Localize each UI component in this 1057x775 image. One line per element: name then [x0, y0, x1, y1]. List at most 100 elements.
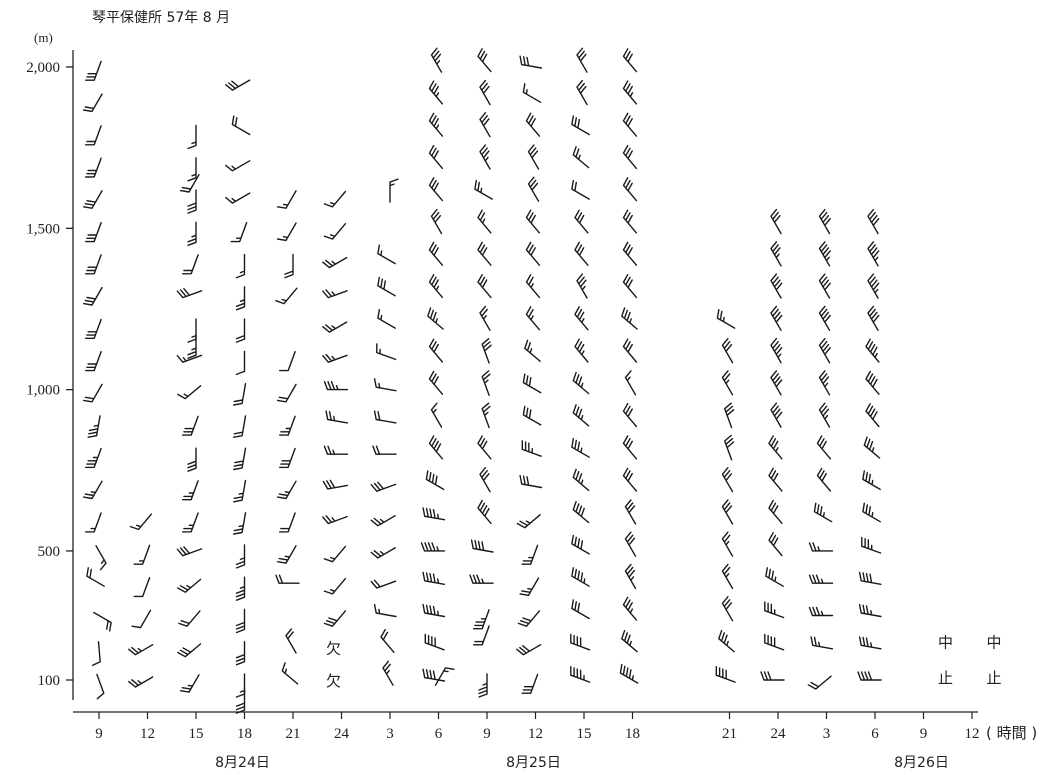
wind-barb-4-1 — [285, 628, 297, 654]
wind-barb-10-13 — [574, 241, 589, 266]
wind-barb-6-10 — [376, 343, 397, 361]
wind-barb-10-6 — [572, 468, 590, 491]
wind-barb-3-6 — [233, 512, 247, 535]
wind-barb-12-0 — [715, 666, 736, 683]
wind-barb-4-3 — [276, 545, 297, 564]
wind-barb-8-7 — [477, 435, 492, 460]
wind-barb-11-11 — [621, 307, 638, 330]
wind-barb-2-1 — [177, 643, 202, 658]
wind-barb-4-9 — [279, 351, 296, 372]
date-label-0: 8月24日 — [215, 755, 270, 771]
wind-barb-2-17 — [179, 174, 200, 193]
wind-barb-7-0 — [422, 668, 446, 682]
wind-barb-7-1 — [424, 633, 445, 651]
y-tick-label-2: 1,000 — [26, 383, 60, 399]
wind-barb-4-11 — [284, 253, 294, 279]
wind-barb-3-7 — [233, 479, 247, 503]
wind-barb-8-8 — [481, 402, 491, 429]
wind-barb-0-12 — [82, 286, 103, 306]
wind-barb-1-2 — [131, 609, 152, 629]
wind-barb-7-14 — [430, 208, 443, 235]
wind-barb-12-9 — [721, 370, 734, 396]
date-label-2: 8月26日 — [894, 755, 949, 771]
wind-barb-2-6 — [182, 480, 199, 501]
wind-barb-11-13 — [622, 241, 638, 266]
wind-barb-15-3 — [858, 571, 882, 585]
annotation-4: 中 — [986, 633, 1001, 651]
wind-barb-8-2 — [473, 609, 490, 630]
wind-barb-10-0 — [570, 666, 591, 683]
wind-barb-4-10 — [275, 287, 298, 305]
wind-barb-7-18 — [428, 80, 444, 105]
wind-barb-2-9 — [177, 385, 202, 400]
wind-barb-7-11 — [427, 307, 444, 330]
wind-barb-9-8 — [522, 405, 542, 426]
wind-barb-11-2 — [622, 596, 638, 621]
wind-barb-5-13 — [323, 190, 347, 208]
wind-barb-3-12 — [235, 318, 246, 343]
wind-barb-12-11 — [716, 309, 736, 329]
wind-barb-7-3 — [422, 571, 446, 585]
wind-barb-11-1 — [621, 630, 638, 653]
wind-barb-15-6 — [862, 470, 881, 491]
wind-barb-6-11 — [377, 309, 396, 329]
wind-barb-7-8 — [430, 402, 443, 428]
wind-barb-0-15 — [82, 190, 103, 209]
wind-barb-0-18 — [82, 93, 103, 113]
wind-barb-14-10 — [818, 337, 831, 364]
wind-barb-12-10 — [721, 337, 734, 364]
y-tick-label-3: 1,500 — [26, 221, 60, 237]
wind-barb-1-1 — [128, 644, 154, 656]
wind-barb-5-7 — [323, 380, 349, 391]
wind-barb-4-2 — [275, 574, 300, 584]
wind-barb-2-18 — [187, 157, 197, 182]
wind-barb-2-12 — [187, 318, 197, 343]
wind-barb-10-5 — [572, 500, 590, 524]
wind-barb-10-7 — [571, 438, 590, 458]
wind-barb-7-4 — [420, 542, 446, 552]
wind-barb-10-19 — [576, 47, 588, 73]
wind-barb-15-13 — [867, 241, 880, 267]
wind-barb-2-0 — [179, 674, 200, 693]
wind-barb-0-6 — [82, 480, 103, 500]
wind-barb-8-0 — [478, 673, 488, 698]
wind-barb-9-3 — [519, 577, 540, 596]
wind-barb-11-18 — [622, 80, 638, 105]
wind-barb-13-5 — [768, 499, 783, 524]
wind-barb-7-5 — [422, 507, 446, 521]
wind-barb-11-0 — [619, 663, 639, 684]
wind-barb-0-19 — [85, 60, 102, 81]
wind-barb-10-8 — [572, 404, 590, 427]
wind-barb-4-0 — [281, 662, 299, 685]
wind-barb-10-14 — [574, 209, 589, 234]
wind-barb-10-16 — [572, 146, 590, 169]
wind-barb-6-4 — [370, 547, 396, 559]
x-tick-label-6: 3 — [386, 726, 394, 742]
wind-barb-13-4 — [768, 532, 783, 557]
wind-barb-6-7 — [372, 445, 397, 455]
wind-barb-7-9 — [428, 370, 444, 395]
x-tick-label-5: 24 — [334, 726, 350, 742]
wind-barb-7-7 — [428, 435, 444, 460]
wind-barb-7-2 — [422, 603, 446, 618]
annotation-2: 中 — [938, 633, 953, 651]
y-ticks: 100 500 1,000 1,500 2,000 — [26, 60, 73, 689]
x-tick-label-14: 3 — [823, 726, 831, 742]
wind-barb-6-2 — [373, 603, 397, 618]
wind-barb-11-17 — [622, 112, 638, 137]
annotation-1: 欠 — [326, 672, 341, 690]
wind-barb-2-4 — [176, 546, 203, 557]
wind-barbs — [82, 47, 882, 714]
wind-barb-2-11 — [187, 334, 197, 359]
wind-barb-13-11 — [770, 305, 783, 331]
wind-barb-14-5 — [813, 502, 833, 523]
wind-barb-9-2 — [517, 610, 541, 627]
wind-barb-10-9 — [572, 371, 590, 395]
wind-barb-3-16 — [225, 192, 251, 204]
wind-barb-8-3 — [469, 574, 494, 584]
wind-barb-12-5 — [721, 499, 734, 525]
wind-barb-2-3 — [177, 578, 202, 593]
wind-barb-12-3 — [721, 563, 734, 590]
wind-barb-11-14 — [622, 209, 638, 234]
y-tick-label-1: 500 — [38, 544, 61, 560]
